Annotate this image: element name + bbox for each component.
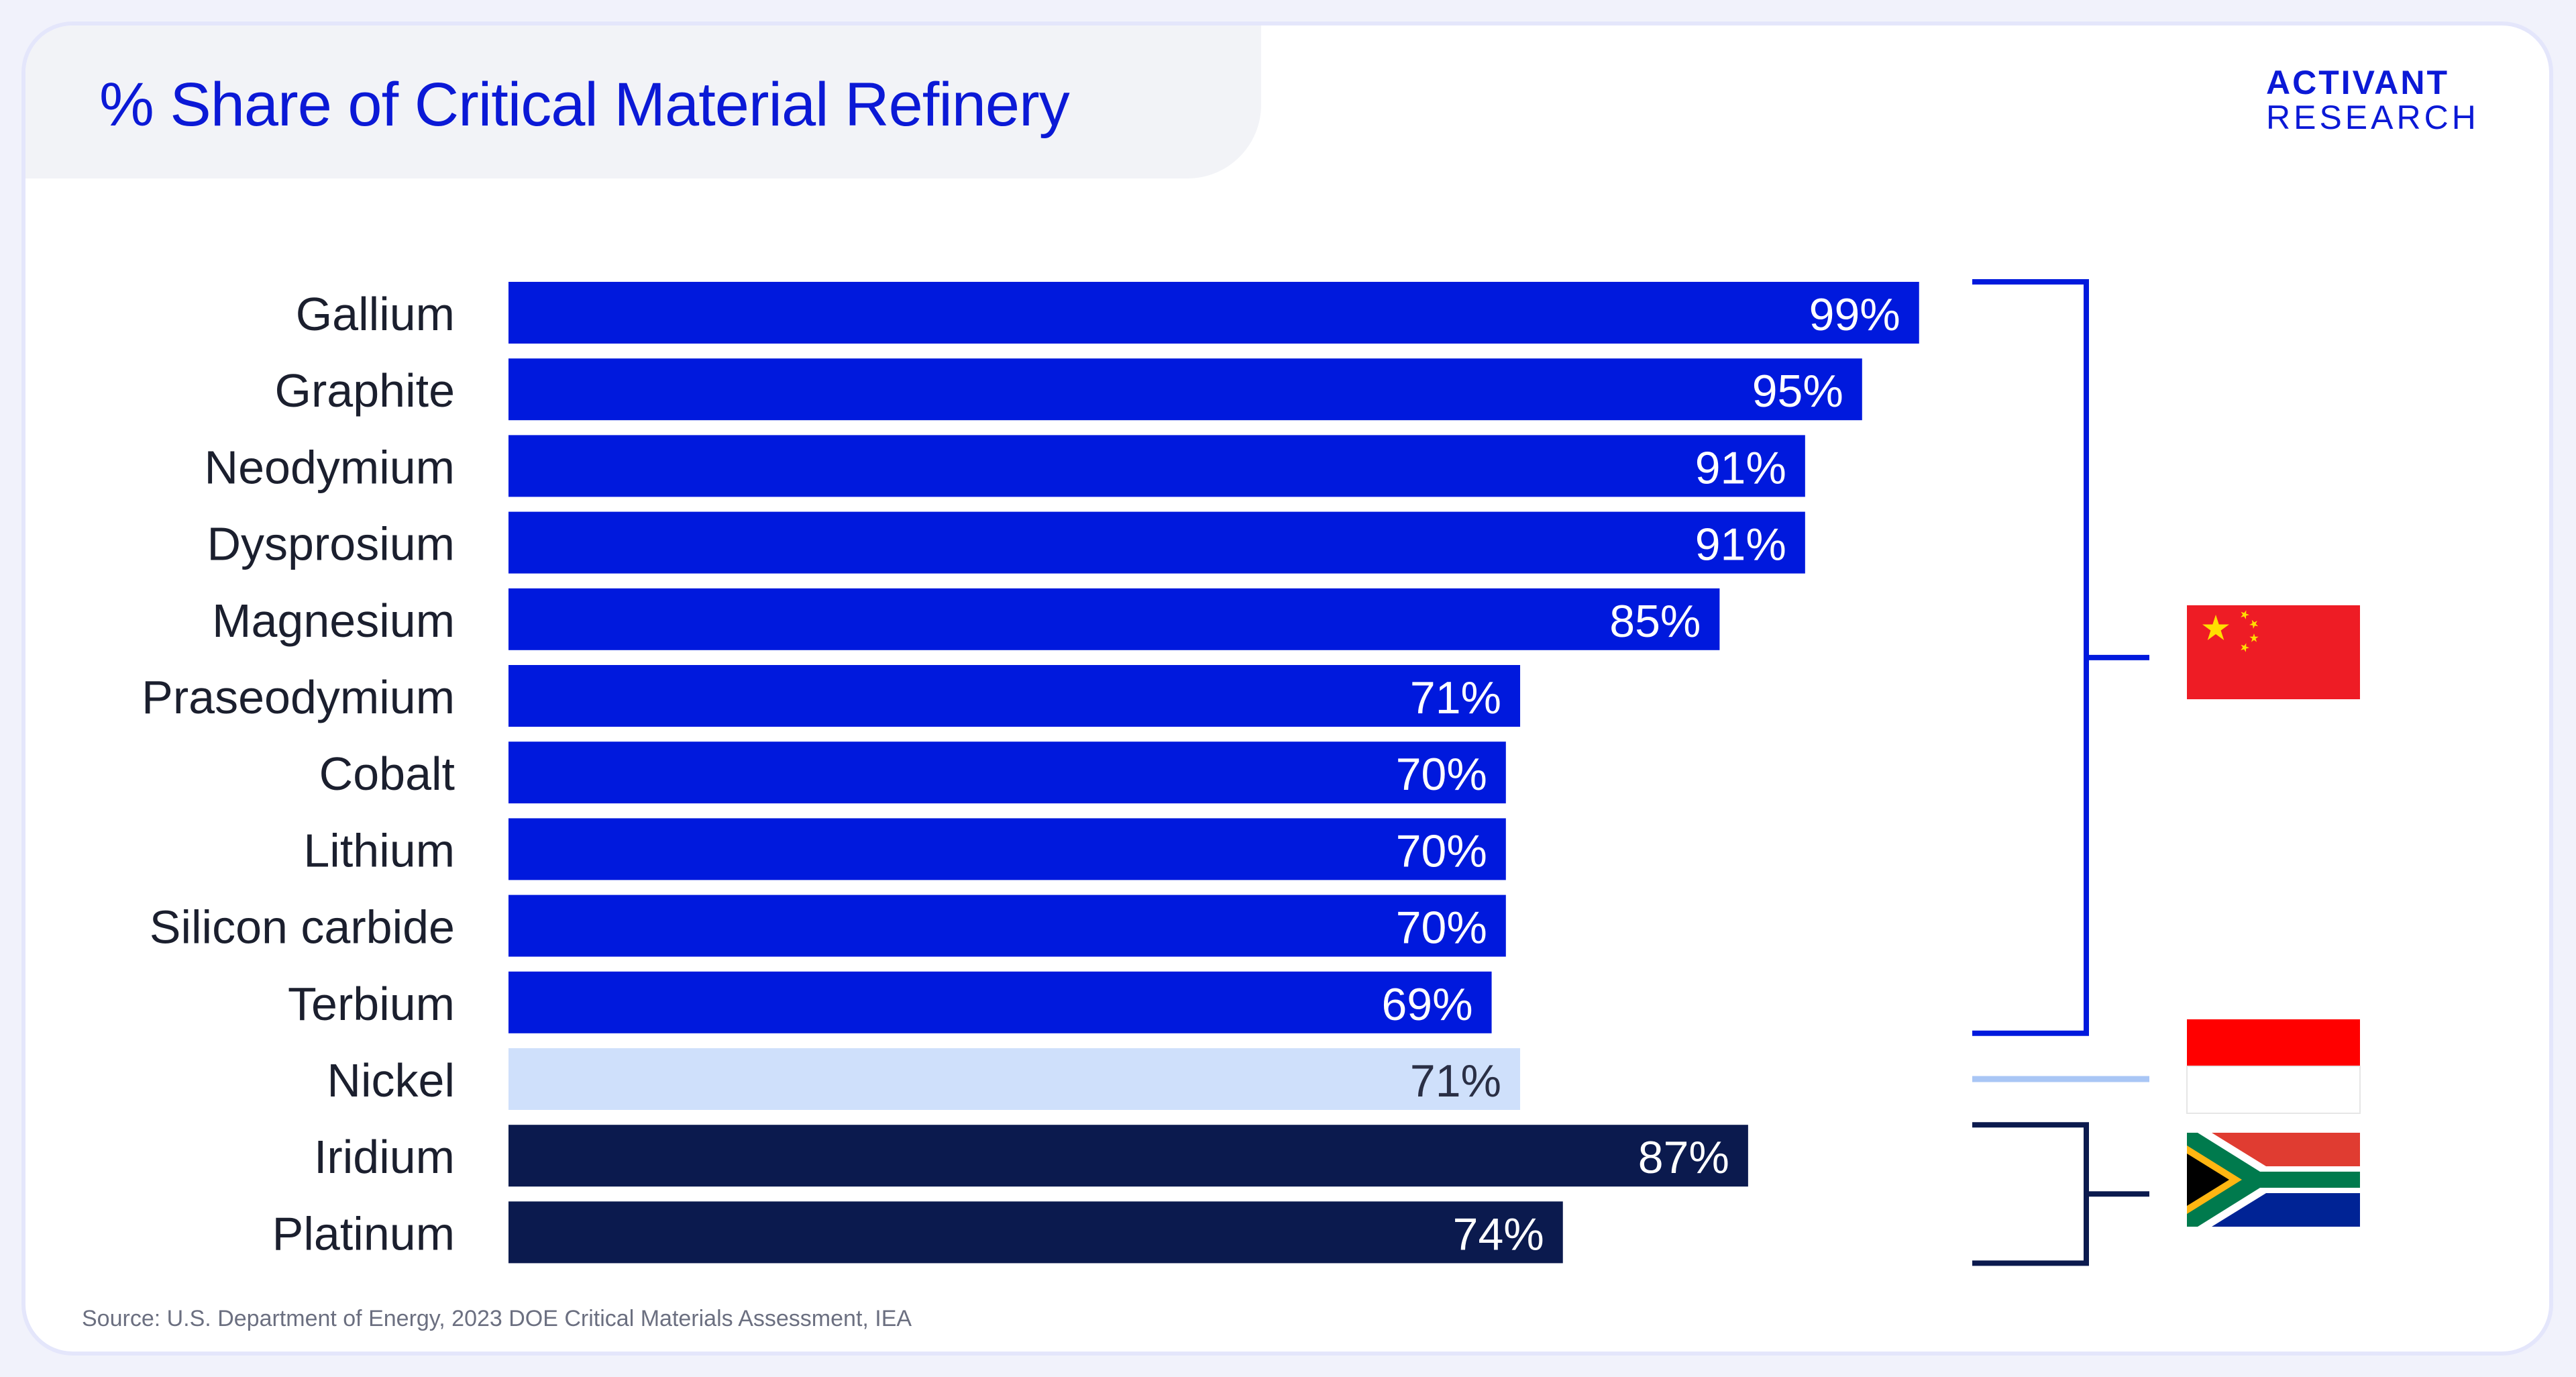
- bar-iridium: [508, 1125, 1748, 1187]
- bar-cobalt: [508, 742, 1506, 804]
- south-africa-flag-black-triangle: [2187, 1154, 2229, 1206]
- bar-terbium: [508, 971, 1492, 1033]
- logo-line-2: RESEARCH: [2266, 99, 2479, 136]
- data-label-terbium: 69%: [1381, 979, 1472, 1030]
- bar-nickel: [508, 1048, 1521, 1110]
- category-label-silicon-carbide: Silicon carbide: [150, 901, 455, 954]
- logo-line-1: ACTIVANT: [2266, 64, 2450, 101]
- category-label-nickel: Nickel: [327, 1054, 455, 1107]
- data-label-gallium: 99%: [1809, 289, 1900, 340]
- china-flag-small-star-icon: [2241, 610, 2249, 619]
- category-label-platinum: Platinum: [272, 1207, 455, 1260]
- china-flag-big-star-icon: [2202, 615, 2229, 640]
- source-note: Source: U.S. Department of Energy, 2023 …: [82, 1306, 912, 1331]
- bar-silicon-carbide: [508, 895, 1506, 957]
- indonesia-flag: [2187, 1019, 2360, 1066]
- bar-praseodymium: [508, 665, 1521, 727]
- title-box: % Share of Critical Material Refinery: [25, 26, 1261, 178]
- bar-gallium: [508, 282, 1919, 344]
- category-label-praseodymium: Praseodymium: [142, 671, 455, 723]
- indonesia-flag-white-band: [2186, 1066, 2361, 1114]
- china-flag-small-star-icon: [2249, 633, 2259, 642]
- data-label-lithium: 70%: [1396, 825, 1487, 876]
- category-label-neodymium: Neodymium: [205, 441, 455, 493]
- data-label-magnesium: 85%: [1609, 596, 1701, 647]
- category-label-terbium: Terbium: [288, 978, 455, 1030]
- data-label-iridium: 87%: [1638, 1132, 1729, 1183]
- category-label-gallium: Gallium: [296, 288, 455, 340]
- bar-neodymium: [508, 435, 1805, 497]
- category-label-magnesium: Magnesium: [212, 595, 455, 647]
- category-label-iridium: Iridium: [314, 1131, 455, 1183]
- data-label-graphite: 95%: [1752, 366, 1843, 417]
- bar-platinum: [508, 1201, 1563, 1264]
- china-flag: [2187, 605, 2360, 699]
- bar-dysprosium: [508, 511, 1805, 574]
- data-label-nickel: 71%: [1410, 1056, 1501, 1107]
- china-flag-small-star-icon: [2249, 619, 2259, 629]
- china-bracket: [1972, 279, 2089, 1036]
- bar-magnesium: [508, 588, 1720, 650]
- bar-graphite: [508, 358, 1862, 421]
- data-label-silicon-carbide: 70%: [1396, 903, 1487, 954]
- data-label-dysprosium: 91%: [1695, 519, 1786, 570]
- data-label-cobalt: 70%: [1396, 749, 1487, 800]
- category-label-cobalt: Cobalt: [319, 748, 455, 800]
- category-label-graphite: Graphite: [275, 364, 455, 417]
- bar-lithium: [508, 818, 1506, 880]
- data-label-praseodymium: 71%: [1410, 672, 1501, 723]
- category-label-dysprosium: Dysprosium: [207, 518, 455, 570]
- category-label-lithium: Lithium: [303, 824, 455, 876]
- activant-research-logo: ACTIVANT RESEARCH: [2266, 66, 2479, 134]
- data-label-neodymium: 91%: [1695, 442, 1786, 493]
- page-title: % Share of Critical Material Refinery: [99, 70, 1070, 139]
- south-africa-flag-green-band: [2187, 1133, 2360, 1227]
- china-flag-small-star-icon: [2241, 643, 2249, 652]
- data-label-platinum: 74%: [1453, 1209, 1544, 1260]
- south-africa-bracket: [1972, 1122, 2089, 1266]
